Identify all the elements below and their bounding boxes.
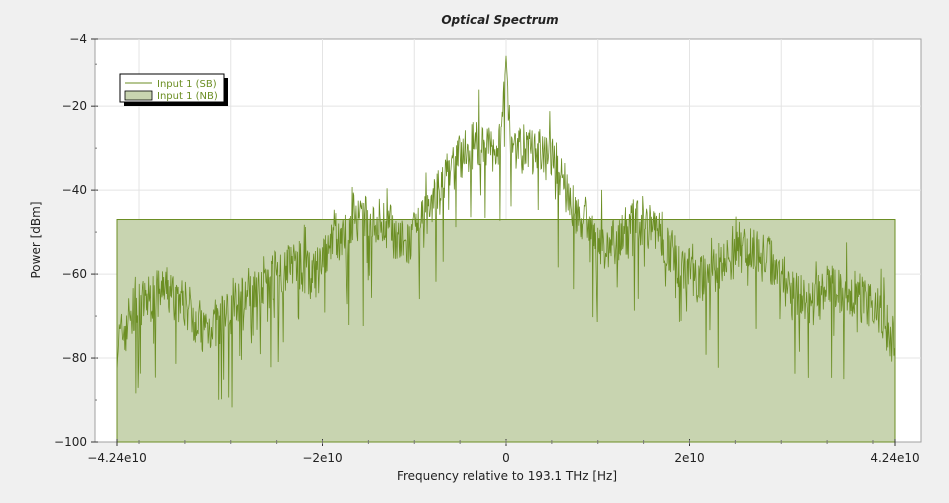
x-tick-label: 0 <box>502 451 510 465</box>
x-tick-label: −4.24e10 <box>87 451 146 465</box>
nb-series-layer <box>116 219 896 443</box>
y-tick-label: −100 <box>54 435 87 449</box>
x-axis-title: Frequency relative to 193.1 THz [Hz] <box>397 469 617 483</box>
x-tick-label: −2e10 <box>302 451 342 465</box>
nb-area <box>116 219 896 443</box>
axes: −4.24e10 −2e10 0 2e10 4.24e10 −4 −20 −40 −60 −80 −… <box>54 32 920 465</box>
y-tick-label: −20 <box>62 99 87 113</box>
legend-label-sb: Input 1 (SB) <box>157 79 217 90</box>
sb-series-line <box>116 55 896 408</box>
y-tick-label: −80 <box>62 351 87 365</box>
chart-title: Optical Spectrum <box>441 13 558 27</box>
x-tick-label: 4.24e10 <box>870 451 919 465</box>
y-tick-label: −4 <box>69 32 87 46</box>
legend-label-nb: Input 1 (NB) <box>157 91 218 102</box>
legend: Input 1 (SB) Input 1 (NB) <box>119 73 228 106</box>
y-tick-label: −60 <box>62 267 87 281</box>
y-tick-label: −40 <box>62 183 87 197</box>
y-axis-title: Power [dBm] <box>29 202 43 279</box>
sb-series-layer <box>116 55 896 408</box>
legend-swatch-nb <box>124 90 153 101</box>
x-tick-label: 2e10 <box>674 451 704 465</box>
